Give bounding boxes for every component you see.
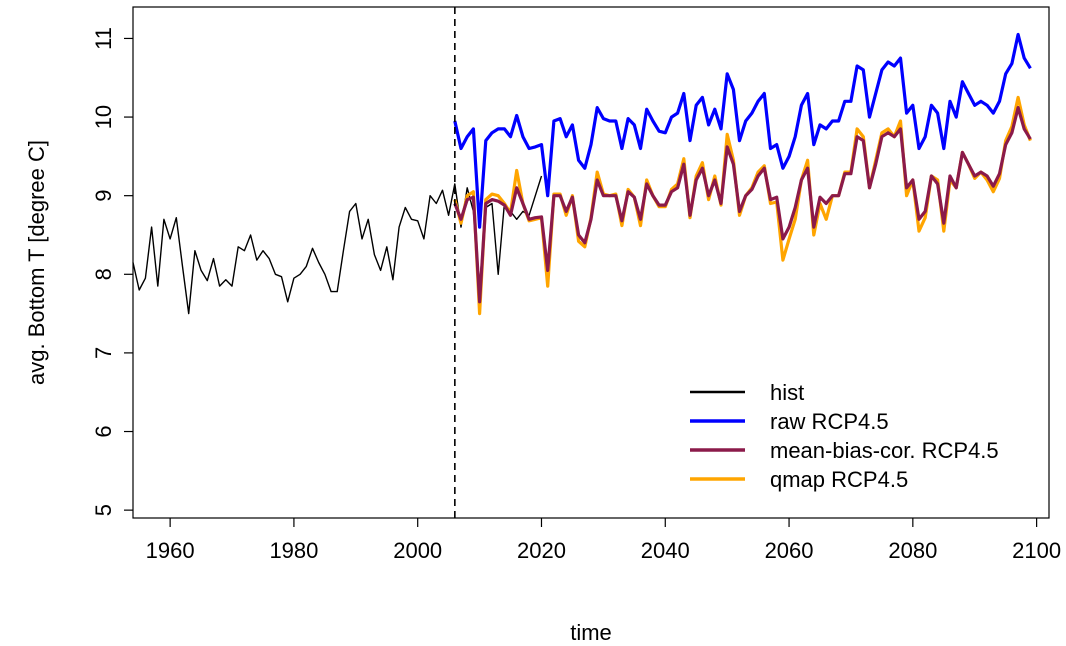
x-tick-label: 1960: [146, 538, 195, 563]
plot-frame: [132, 6, 1050, 519]
y-tick-label: 9: [91, 190, 116, 202]
x-tick-label: 2000: [393, 538, 442, 563]
legend-label: raw RCP4.5: [770, 409, 889, 434]
axes-layer: 1960 1980 2000 2020 2040 2060 2080 2100 5 6 7 8 9 10 1…: [91, 27, 1061, 563]
y-tick-label: 11: [91, 27, 116, 50]
x-axis-title: time: [570, 620, 612, 645]
x-tick-label: 1980: [269, 538, 318, 563]
legend-label: qmap RCP4.5: [770, 467, 908, 492]
y-tick-label: 6: [91, 425, 116, 437]
y-tick-label: 5: [91, 504, 116, 516]
legend-label: hist: [770, 380, 804, 405]
legend-label: mean-bias-cor. RCP4.5: [770, 438, 999, 463]
y-axis-title: avg. Bottom T [degree C]: [24, 140, 49, 385]
series-line-raw-rcp4-5: [453, 32, 1032, 229]
x-tick-label: 2080: [888, 538, 937, 563]
legend: hist raw RCP4.5 mean-bias-cor. RCP4.5 qmap …: [690, 380, 999, 492]
y-tick-label: 8: [91, 268, 116, 280]
series-line-mean-bias-cor-rcp4-5: [453, 105, 1032, 304]
x-tick-label: 2060: [765, 538, 814, 563]
x-tick-label: 2100: [1012, 538, 1061, 563]
y-tick-label: 10: [91, 105, 116, 129]
series-layer: [132, 7, 1032, 518]
x-tick-label: 2020: [517, 538, 566, 563]
x-tick-label: 2040: [641, 538, 690, 563]
y-tick-label: 7: [91, 347, 116, 359]
